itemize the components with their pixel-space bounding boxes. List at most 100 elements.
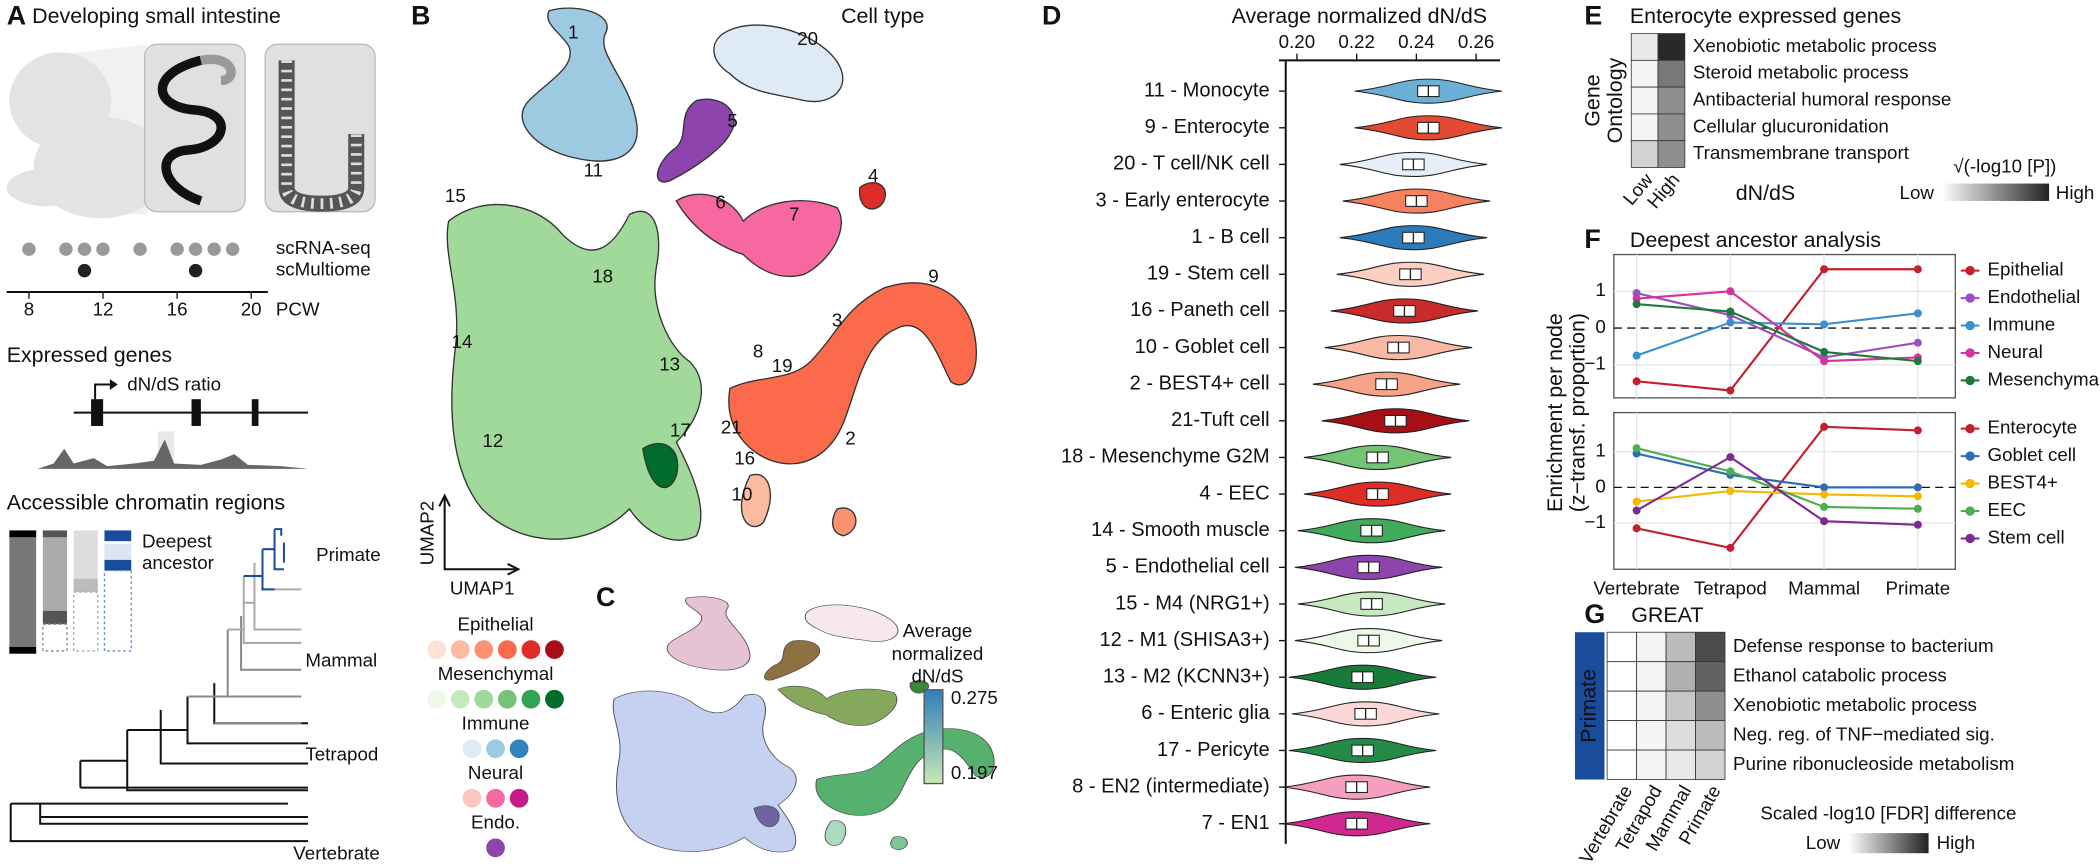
panel-title: GREAT xyxy=(1631,603,1703,627)
cluster-label: 5 xyxy=(727,110,737,131)
point xyxy=(1820,483,1829,492)
point xyxy=(1913,338,1922,347)
heatmap-cell xyxy=(1636,720,1667,751)
point xyxy=(1726,287,1735,296)
x-tick-label: 12 xyxy=(93,299,114,320)
clade-label: Tetrapod xyxy=(305,743,378,764)
heatmap-cell xyxy=(1695,661,1726,692)
intestine-tube xyxy=(281,60,362,210)
point xyxy=(1820,265,1829,274)
heatmap-cell xyxy=(1630,140,1659,168)
point xyxy=(1632,497,1641,506)
axis-label: (z−transf. proportion) xyxy=(1566,313,1590,512)
x-tick-label: Vertebrate xyxy=(1593,577,1680,598)
heatmap-cell xyxy=(1630,59,1659,88)
colorbar-title: Average xyxy=(903,620,973,641)
clade-label: Vertebrate xyxy=(293,842,380,863)
colorbar-title: dN/dS xyxy=(911,666,963,687)
category-label: 12 - M1 (SHISA3+) xyxy=(1099,629,1269,651)
cluster-label: 4 xyxy=(868,165,878,186)
panel-label: F xyxy=(1584,224,1600,254)
colorbar xyxy=(1941,183,2050,201)
legend-label: Neural xyxy=(1988,341,2043,362)
legend-label: Neural xyxy=(468,762,523,783)
legend-swatch xyxy=(1965,506,1975,516)
legend-swatch xyxy=(1965,320,1975,331)
panel-label: B xyxy=(411,1,430,31)
point xyxy=(1632,506,1641,515)
category-label: 9 - Enterocyte xyxy=(1145,116,1270,138)
y-tick-label: 1 xyxy=(1595,279,1605,300)
legend-swatch xyxy=(1965,533,1975,544)
heatmap-cell xyxy=(1606,690,1638,722)
category-label: 6 - Enteric glia xyxy=(1141,702,1270,724)
cluster-label: 16 xyxy=(734,447,755,468)
legend-label: Endothelial xyxy=(1988,286,2081,307)
category-label: 1 - B cell xyxy=(1192,226,1270,248)
point xyxy=(1913,492,1922,501)
legend-label: Mesenchymal xyxy=(438,663,554,684)
heatmap-cell xyxy=(1630,86,1659,115)
point xyxy=(1820,490,1829,499)
x-tick-label: Mammal xyxy=(1788,577,1860,598)
cluster-label: 2 xyxy=(845,427,855,448)
heatmap-cell xyxy=(1657,86,1686,115)
legend-label: Stem cell xyxy=(1988,526,2065,547)
heatmap-cell xyxy=(1665,720,1696,751)
x-tick-label: 0.24 xyxy=(1398,31,1434,52)
legend-label: Endo. xyxy=(471,812,520,833)
row-group-label: Primate xyxy=(1576,669,1600,743)
row-group-box xyxy=(1575,632,1605,780)
x-tick-label: 20 xyxy=(241,299,262,320)
heatmap-cell xyxy=(1606,749,1638,780)
point xyxy=(1726,318,1735,327)
legend-label: Goblet cell xyxy=(1988,444,2077,465)
sample-dot xyxy=(77,263,92,278)
point xyxy=(1820,422,1829,431)
annotation: dN/dS ratio xyxy=(127,374,221,395)
point xyxy=(1913,265,1922,274)
legend-swatch xyxy=(509,788,529,808)
legend-swatch xyxy=(545,640,564,660)
umap-plot xyxy=(446,7,978,541)
category-label: 4 - EEC xyxy=(1199,482,1269,504)
point xyxy=(1726,453,1735,462)
y-tick-label: 0 xyxy=(1595,316,1605,337)
row-label: Transmembrane transport xyxy=(1693,142,1910,163)
category-label: 21-Tuft cell xyxy=(1171,409,1270,431)
point xyxy=(1913,520,1922,529)
legend-swatch xyxy=(545,689,564,709)
legend-label: Epithelial xyxy=(1988,259,2064,280)
category-label: 5 - Endothelial cell xyxy=(1106,556,1270,578)
category-label: 15 - M4 (NRG1+) xyxy=(1115,592,1270,614)
chromatin-bars xyxy=(9,530,132,654)
colorbar-label: 0.197 xyxy=(951,762,998,783)
point xyxy=(1820,357,1829,366)
axis-label: UMAP1 xyxy=(450,577,515,598)
line xyxy=(1636,312,1918,357)
legend-swatch xyxy=(1965,348,1975,358)
heatmap-cell xyxy=(1606,661,1638,692)
row-label: Cellular glucuronidation xyxy=(1693,115,1889,136)
point xyxy=(1632,300,1641,309)
plot-frame xyxy=(1613,253,1957,399)
legend-swatch xyxy=(462,739,482,759)
row-label: Steroid metabolic process xyxy=(1693,62,1909,83)
x-tick-label: 0.20 xyxy=(1279,31,1316,52)
line xyxy=(1636,290,1918,363)
sample-dot xyxy=(225,242,240,256)
x-tick-label: Tetrapod xyxy=(1694,577,1767,598)
axis-label: UMAP2 xyxy=(417,501,438,566)
category-label: 17 - Pericyte xyxy=(1157,739,1270,761)
heatmap-cell xyxy=(1657,113,1686,142)
legend-swatch xyxy=(486,788,505,808)
line xyxy=(1636,303,1918,363)
legend-swatch xyxy=(1965,478,1975,489)
line xyxy=(1636,489,1918,503)
heatmap-cell xyxy=(1665,749,1696,780)
heatmap-cell xyxy=(1636,661,1667,692)
heatmap-cell xyxy=(1636,631,1667,663)
point xyxy=(1726,543,1735,552)
category-label: 18 - Mesenchyme G2M xyxy=(1061,446,1270,468)
